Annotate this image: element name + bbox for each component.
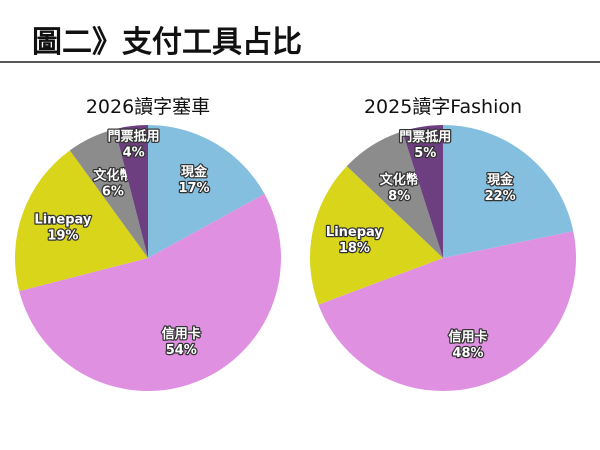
chart-title: 2025讀字Fashion [364, 96, 522, 118]
pie-slice [15, 150, 149, 292]
slice-value-label: 17% [178, 181, 209, 196]
pie-slice [318, 231, 577, 392]
slice-value-label: 54% [166, 343, 197, 358]
slice-label: Linepay [34, 212, 91, 227]
pie-slice [309, 166, 443, 305]
slice-label: 信用卡 [448, 329, 487, 345]
pie-slice [443, 125, 574, 258]
pie-slice [69, 129, 148, 258]
slice-label: 信用卡 [162, 326, 201, 342]
slice-value-label: 5% [414, 146, 436, 161]
slice-value-label: 48% [452, 346, 483, 361]
slice-label: 門票抵用 [108, 129, 160, 145]
slice-value-label: 18% [339, 241, 370, 256]
pie-slice [148, 125, 265, 258]
slice-value-label: 8% [388, 189, 410, 204]
slice-value-label: 19% [47, 228, 78, 243]
chart-title: 2026讀字塞車 [86, 96, 210, 118]
slice-label: 門票抵用 [399, 129, 451, 145]
slice-label: Linepay [326, 225, 383, 240]
slice-value-label: 22% [485, 189, 516, 204]
slice-label: 文化幣 [93, 167, 132, 183]
slice-value-label: 6% [102, 184, 124, 199]
pie-slice [114, 125, 148, 258]
pie-slice [402, 125, 443, 258]
slice-label: 現金 [181, 164, 208, 180]
slice-label: 文化幣 [380, 172, 419, 188]
pie-slice [346, 131, 443, 258]
slice-value-label: 4% [123, 146, 145, 161]
slice-label: 現金 [487, 172, 514, 188]
slide-title: 圖二》支付工具占比 [32, 25, 302, 60]
pie-slice [19, 193, 281, 391]
